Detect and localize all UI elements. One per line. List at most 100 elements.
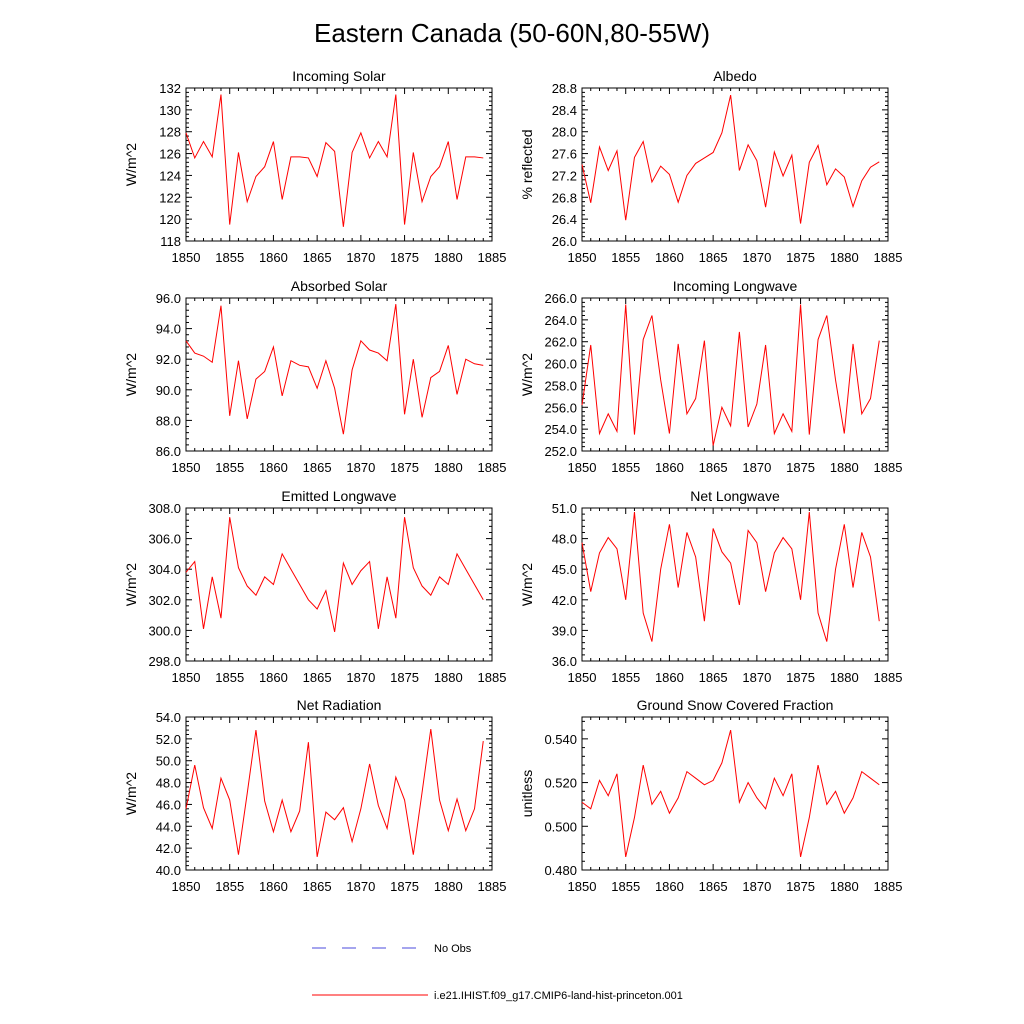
x-tick-label: 1870: [346, 670, 375, 685]
x-tick-label: 1875: [786, 250, 815, 265]
y-tick-label: 27.6: [552, 147, 577, 162]
x-tick-label: 1860: [655, 879, 684, 894]
x-tick-label: 1860: [259, 879, 288, 894]
plot-frame: [185, 87, 493, 242]
panel-incoming-longwave: Incoming Longwave 1850 1855 1860 1865 1870 187…: [519, 278, 902, 475]
x-tick-label: 1865: [303, 250, 332, 265]
plot-frame: [581, 297, 889, 452]
y-tick-label: 302.0: [148, 593, 181, 608]
y-tick-label: 45.0: [552, 562, 577, 577]
x-tick-label: 1875: [786, 879, 815, 894]
x-tick-label: 1855: [611, 460, 640, 475]
series-line-albedo: [581, 94, 880, 224]
y-tick-label: 308.0: [148, 501, 181, 516]
y-axis-label: W/m^2: [123, 772, 139, 815]
x-tick-label: 1865: [699, 250, 728, 265]
y-axis-label: W/m^2: [519, 353, 535, 396]
y-axis-label: W/m^2: [123, 143, 139, 186]
y-tick-label: 26.4: [552, 212, 577, 227]
x-tick-label: 1855: [215, 250, 244, 265]
y-tick-label: 254.0: [544, 422, 577, 437]
y-tick-label: 26.8: [552, 190, 577, 205]
series-line-ground-snow-covered-fraction: [581, 729, 880, 857]
series-line-net-longwave: [581, 512, 880, 642]
y-tick-label: 51.0: [552, 501, 577, 516]
series-line-incoming-longwave: [581, 304, 880, 446]
y-tick-label: 52.0: [156, 732, 181, 747]
plot-frame: [185, 297, 493, 452]
panel-title: Ground Snow Covered Fraction: [637, 697, 834, 713]
x-tick-label: 1885: [874, 670, 903, 685]
x-tick-label: 1860: [655, 250, 684, 265]
y-tick-label: 128: [159, 125, 181, 140]
x-tick-label: 1880: [434, 460, 463, 475]
x-tick-label: 1850: [172, 250, 201, 265]
x-tick-label: 1850: [568, 460, 597, 475]
y-tick-label: 90.0: [156, 383, 181, 398]
x-tick-label: 1870: [346, 460, 375, 475]
series-line-absorbed-solar: [185, 304, 484, 435]
panel-ground-snow-covered-fraction: Ground Snow Covered Fraction 1850 1855 1860…: [519, 697, 902, 894]
x-tick-label: 1875: [390, 250, 419, 265]
x-tick-label: 1860: [259, 670, 288, 685]
x-tick-label: 1850: [568, 670, 597, 685]
x-tick-label: 1885: [874, 250, 903, 265]
x-tick-label: 1855: [215, 460, 244, 475]
legend: No Obs i.e21.IHIST.f09_g17.CMIP6-land-hi…: [312, 943, 683, 1002]
x-tick-label: 1885: [478, 460, 507, 475]
y-tick-label: 120: [159, 212, 181, 227]
y-tick-label: 42.0: [552, 593, 577, 608]
y-tick-label: 92.0: [156, 352, 181, 367]
panels: Incoming Solar 1850 1855 1860 1865 1870 1875 18…: [123, 68, 902, 894]
x-tick-label: 1885: [478, 250, 507, 265]
y-tick-label: 298.0: [148, 654, 181, 669]
y-tick-label: 258.0: [544, 378, 577, 393]
x-tick-label: 1885: [874, 879, 903, 894]
y-tick-label: 304.0: [148, 562, 181, 577]
x-tick-label: 1880: [434, 250, 463, 265]
x-tick-label: 1870: [742, 250, 771, 265]
y-tick-label: 94.0: [156, 322, 181, 337]
x-tick-label: 1855: [215, 879, 244, 894]
x-tick-label: 1850: [568, 879, 597, 894]
x-tick-label: 1880: [434, 670, 463, 685]
series-line-incoming-solar: [185, 94, 484, 227]
y-tick-label: 96.0: [156, 291, 181, 306]
y-tick-label: 124: [159, 168, 181, 183]
x-tick-label: 1875: [390, 879, 419, 894]
y-axis-label: W/m^2: [123, 353, 139, 396]
x-tick-label: 1850: [172, 879, 201, 894]
x-tick-label: 1865: [303, 670, 332, 685]
x-tick-label: 1850: [172, 670, 201, 685]
plot-frame: [185, 507, 493, 662]
y-tick-label: 28.4: [552, 103, 577, 118]
plot-frame: [581, 507, 889, 662]
series-line-net-radiation: [185, 728, 484, 857]
y-tick-label: 300.0: [148, 623, 181, 638]
y-tick-label: 256.0: [544, 400, 577, 415]
x-tick-label: 1865: [699, 460, 728, 475]
y-tick-label: 0.520: [544, 776, 577, 791]
panel-title: Net Longwave: [690, 488, 780, 504]
legend-no-obs-label: No Obs: [434, 943, 472, 955]
x-tick-label: 1875: [390, 460, 419, 475]
y-tick-label: 0.500: [544, 819, 577, 834]
x-tick-label: 1850: [172, 460, 201, 475]
y-axis-label: W/m^2: [519, 563, 535, 606]
y-tick-label: 26.0: [552, 234, 577, 249]
x-tick-label: 1860: [259, 460, 288, 475]
y-tick-label: 264.0: [544, 313, 577, 328]
x-tick-label: 1870: [346, 250, 375, 265]
panel-net-longwave: Net Longwave 1850 1855 1860 1865 1870 1875 1880…: [519, 488, 902, 685]
y-tick-label: 28.8: [552, 81, 577, 96]
y-tick-label: 36.0: [552, 654, 577, 669]
y-tick-label: 118: [160, 234, 181, 249]
y-tick-label: 130: [159, 103, 181, 118]
x-tick-label: 1865: [303, 879, 332, 894]
y-tick-label: 0.480: [544, 863, 577, 878]
x-tick-label: 1875: [786, 460, 815, 475]
panel-title: Emitted Longwave: [281, 488, 396, 504]
y-tick-label: 40.0: [156, 863, 181, 878]
panel-incoming-solar: Incoming Solar 1850 1855 1860 1865 1870 1875 18…: [123, 68, 506, 265]
